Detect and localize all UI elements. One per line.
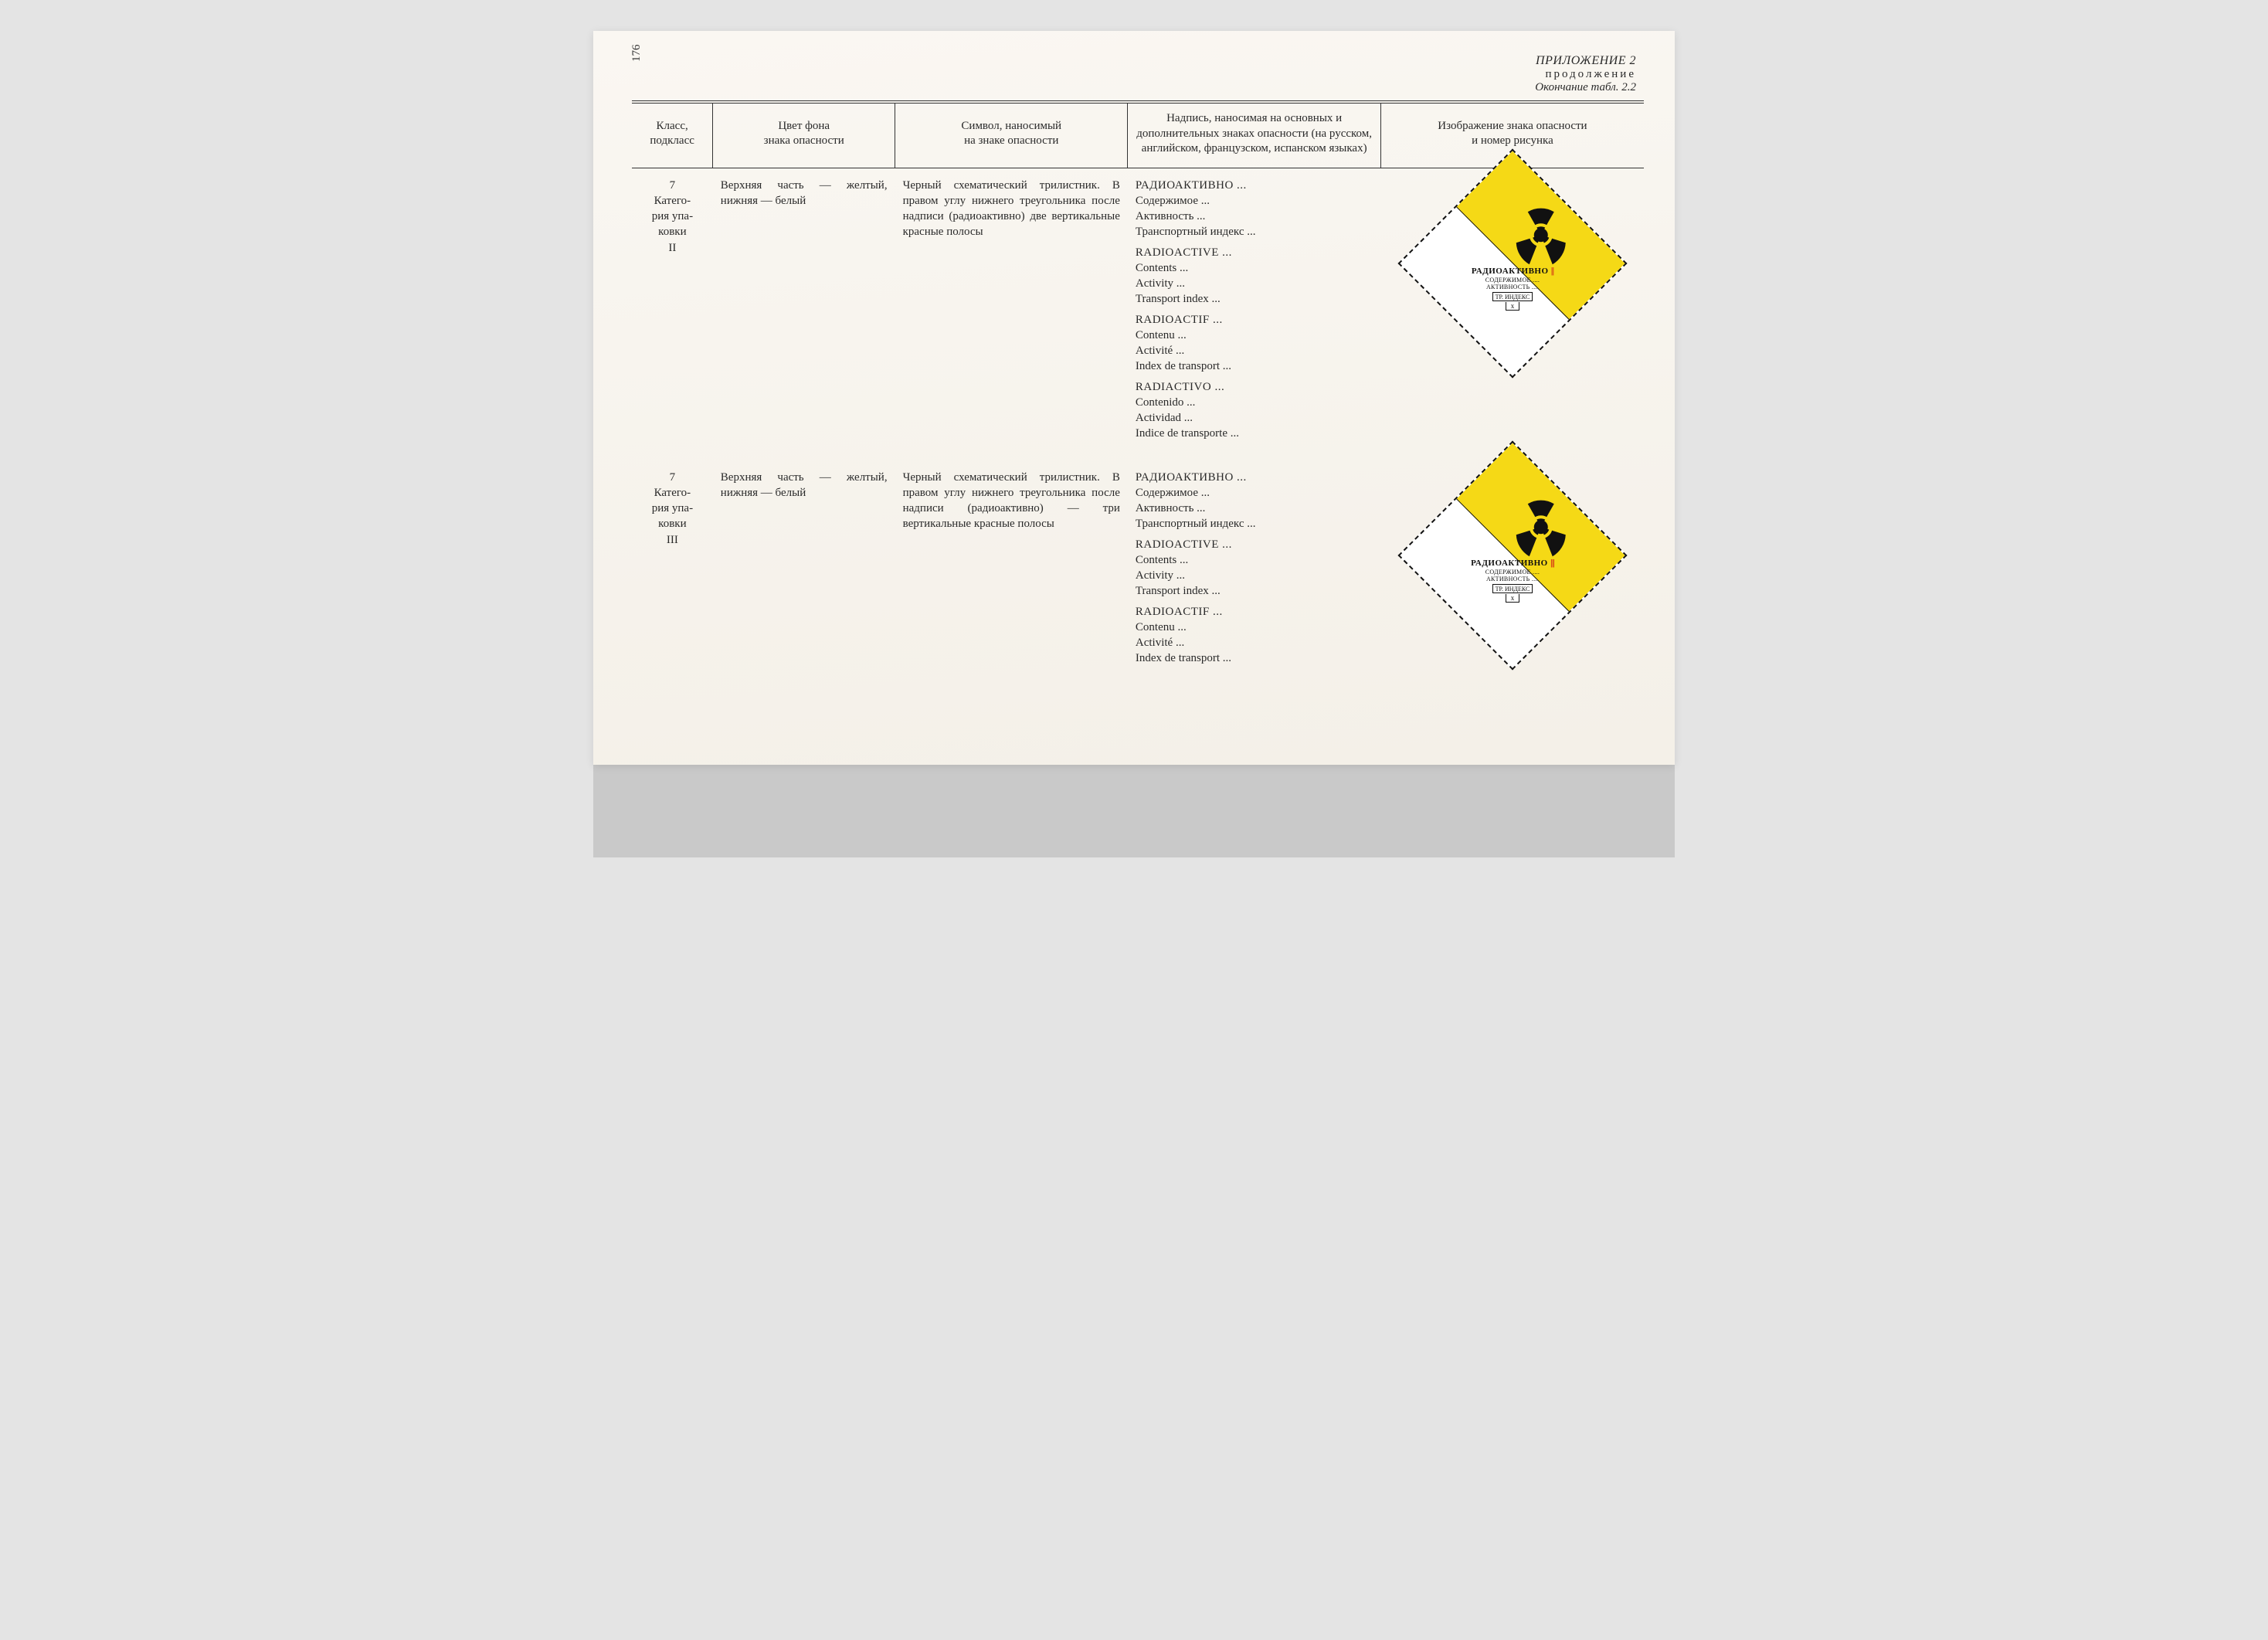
inscription-block: RADIOACTIVE ...Contents ...Activity ...T… (1136, 245, 1373, 307)
cell-sign: РАДИОАКТИВНО ||| СОДЕРЖИМОЕ .... АКТИВНО… (1380, 460, 1644, 685)
inscription-line: Activity ... (1136, 568, 1373, 583)
inscription-title: РАДИОАКТИВНО ... (1136, 470, 1373, 485)
cell-class: 7 Катего- рия упа- ковки II (632, 168, 713, 460)
diamond-border: РАДИОАКТИВНО ||| СОДЕРЖИМОЕ .... АКТИВНО… (1397, 440, 1627, 670)
document-page: 176 ПРИЛОЖЕНИЕ 2 продолжение Окончание т… (593, 31, 1675, 765)
diamond-label-area: РАДИОАКТИВНО ||| СОДЕРЖИМОЕ .... АКТИВНО… (1433, 555, 1592, 635)
col-symbol: Символ, наносимый на знаке опасности (895, 104, 1128, 168)
inscription-block: RADIOACTIF ...Contenu ...Activité ...Ind… (1136, 604, 1373, 667)
inscription-line: Содержимое ... (1136, 193, 1373, 209)
sign-line-contents: СОДЕРЖИМОЕ .... (1410, 276, 1615, 283)
ti-label: ТР. ИНДЕКС (1492, 584, 1533, 593)
cell-symbol: Черный схематический трилистник. В право… (895, 460, 1128, 685)
ti-x: x (1505, 593, 1519, 602)
appendix-header: ПРИЛОЖЕНИЕ 2 продолжение Окончание табл.… (632, 54, 1644, 94)
category-bars: ||| (1550, 557, 1554, 568)
transport-index-value: x (1410, 301, 1615, 311)
footer-strip (593, 765, 1675, 857)
appendix-title: ПРИЛОЖЕНИЕ 2 (632, 54, 1636, 68)
sign-main-label: РАДИОАКТИВНО || (1410, 266, 1615, 277)
cell-bgcolor: Верхняя часть — желтый, нижняя — белый (713, 460, 895, 685)
cell-symbol: Черный схематический трилистник. В право… (895, 168, 1128, 460)
sign-main-label: РАДИОАКТИВНО ||| (1410, 558, 1615, 569)
ti-label: ТР. ИНДЕКС (1492, 292, 1533, 301)
appendix-continuation: продолжение (632, 68, 1636, 81)
col-bgcolor: Цвет фона знака опасности (713, 104, 895, 168)
inscription-line: Contenu ... (1136, 328, 1373, 343)
inscription-block: RADIOACTIVE ...Contents ...Activity ...T… (1136, 537, 1373, 599)
page-number: 176 (630, 45, 643, 63)
inscription-block: РАДИОАКТИВНО ...Содержимое ...Активность… (1136, 178, 1373, 240)
inscription-line: Activité ... (1136, 343, 1373, 358)
inscription-line: Contents ... (1136, 260, 1373, 276)
inscription-title: RADIOACTIVE ... (1136, 537, 1373, 552)
inscription-line: Actividad ... (1136, 410, 1373, 426)
inscription-line: Contenido ... (1136, 395, 1373, 410)
category-bars: || (1550, 265, 1553, 276)
inscription-line: Index de transport ... (1136, 358, 1373, 374)
table-row: 7 Катего- рия упа- ковки IIВерхняя часть… (632, 168, 1644, 460)
hazard-sign: РАДИОАКТИВНО ||| СОДЕРЖИМОЕ .... АКТИВНО… (1388, 470, 1636, 660)
cell-bgcolor: Верхняя часть — желтый, нижняя — белый (713, 168, 895, 460)
inscription-line: Contents ... (1136, 552, 1373, 568)
diamond-labels: РАДИОАКТИВНО || СОДЕРЖИМОЕ .... АКТИВНОС… (1410, 263, 1615, 311)
inscription-line: Activité ... (1136, 635, 1373, 650)
diamond-border: РАДИОАКТИВНО || СОДЕРЖИМОЕ .... АКТИВНОС… (1397, 148, 1627, 378)
transport-index-box: ТР. ИНДЕКС (1410, 290, 1615, 302)
diamond-placard: РАДИОАКТИВНО ||| СОДЕРЖИМОЕ .... АКТИВНО… (1431, 474, 1594, 637)
radiation-trefoil-icon (1502, 196, 1579, 273)
inscription-title: RADIACTIVO ... (1136, 379, 1373, 395)
sign-line-activity: АКТИВНОСТЬ .... (1410, 575, 1615, 582)
inscription-line: Transport index ... (1136, 583, 1373, 599)
table-row: 7 Катего- рия упа- ковки IIIВерхняя част… (632, 460, 1644, 685)
hazard-table: Класс, подкласс Цвет фона знака опасност… (632, 103, 1644, 685)
table-end-label: Окончание табл. 2.2 (632, 81, 1636, 94)
diamond-placard: РАДИОАКТИВНО || СОДЕРЖИМОЕ .... АКТИВНОС… (1431, 182, 1594, 345)
radiation-trefoil-icon (1502, 488, 1579, 565)
inscription-block: RADIOACTIF ...Contenu ...Activité ...Ind… (1136, 312, 1373, 375)
table-body: 7 Катего- рия упа- ковки IIВерхняя часть… (632, 168, 1644, 685)
trefoil-icon (1502, 196, 1579, 273)
inscription-line: Activity ... (1136, 276, 1373, 291)
table-header-row: Класс, подкласс Цвет фона знака опасност… (632, 104, 1644, 168)
trefoil-icon (1502, 488, 1579, 565)
inscription-title: RADIOACTIF ... (1136, 604, 1373, 620)
transport-index-box: ТР. ИНДЕКС (1410, 582, 1615, 594)
diamond-labels: РАДИОАКТИВНО ||| СОДЕРЖИМОЕ .... АКТИВНО… (1410, 555, 1615, 603)
sign-line-contents: СОДЕРЖИМОЕ .... (1410, 568, 1615, 575)
inscription-title: RADIOACTIVE ... (1136, 245, 1373, 260)
inscription-block: РАДИОАКТИВНО ...Содержимое ...Активность… (1136, 470, 1373, 532)
inscription-line: Содержимое ... (1136, 485, 1373, 501)
cell-class: 7 Катего- рия упа- ковки III (632, 460, 713, 685)
ti-x: x (1505, 301, 1519, 310)
cell-inscriptions: РАДИОАКТИВНО ...Содержимое ...Активность… (1128, 168, 1381, 460)
diamond-label-area: РАДИОАКТИВНО || СОДЕРЖИМОЕ .... АКТИВНОС… (1433, 263, 1592, 343)
sign-line-activity: АКТИВНОСТЬ .... (1410, 283, 1615, 290)
inscription-line: Активность ... (1136, 209, 1373, 224)
inscription-line: Транспортный индекс ... (1136, 224, 1373, 239)
rule-top (632, 100, 1644, 101)
inscription-line: Транспортный индекс ... (1136, 516, 1373, 531)
inscription-title: РАДИОАКТИВНО ... (1136, 178, 1373, 193)
inscription-line: Активность ... (1136, 501, 1373, 516)
inscription-block: RADIACTIVO ...Contenido ...Actividad ...… (1136, 379, 1373, 442)
col-class: Класс, подкласс (632, 104, 713, 168)
inscription-line: Index de transport ... (1136, 650, 1373, 666)
inscription-title: RADIOACTIF ... (1136, 312, 1373, 328)
inscription-line: Indice de transporte ... (1136, 426, 1373, 441)
inscription-line: Transport index ... (1136, 291, 1373, 307)
cell-inscriptions: РАДИОАКТИВНО ...Содержимое ...Активность… (1128, 460, 1381, 685)
inscription-line: Contenu ... (1136, 620, 1373, 635)
cell-sign: РАДИОАКТИВНО || СОДЕРЖИМОЕ .... АКТИВНОС… (1380, 168, 1644, 460)
transport-index-value: x (1410, 593, 1615, 603)
hazard-sign: РАДИОАКТИВНО || СОДЕРЖИМОЕ .... АКТИВНОС… (1388, 178, 1636, 368)
col-inscription: Надпись, наносимая на основных и дополни… (1128, 104, 1381, 168)
